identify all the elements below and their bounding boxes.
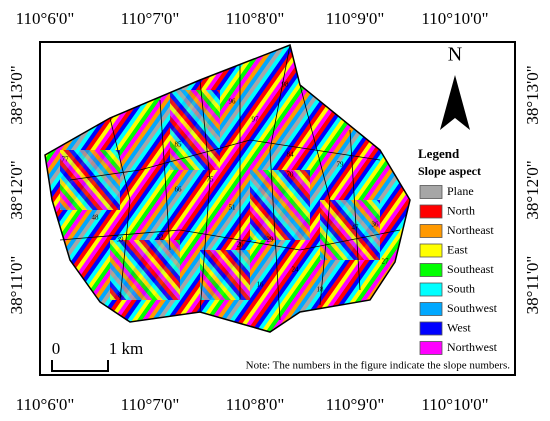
- slope-number: 26: [237, 241, 245, 249]
- slope-boundary: [159, 99, 171, 251]
- legend-label: Southeast: [447, 262, 494, 276]
- slope-number: 51: [229, 204, 237, 212]
- bottom-coord-label: 110°6'0": [16, 395, 75, 414]
- slope-number: 79: [337, 161, 345, 169]
- terrain-patch: [250, 170, 310, 240]
- top-coord-label: 110°7'0": [121, 9, 180, 28]
- slope-boundary: [349, 129, 361, 291]
- top-coord-label: 110°8'0": [226, 9, 285, 28]
- north-arrow-left: [440, 75, 455, 130]
- slope-number: 98: [282, 81, 290, 89]
- north-label: N: [448, 44, 462, 66]
- top-coord-label: 110°6'0": [16, 9, 75, 28]
- study-area-outline: [44, 43, 411, 333]
- slope-boundary: [69, 139, 381, 181]
- slope-number: 96: [229, 98, 237, 106]
- scale-bar: [51, 360, 109, 372]
- right-coord-label: 38°12'0": [523, 160, 542, 219]
- legend-label: East: [447, 242, 468, 256]
- slope-number: 36: [372, 221, 380, 229]
- slope-number: 77: [62, 156, 70, 164]
- legend-swatch: [419, 243, 443, 258]
- legend-label: Southwest: [447, 301, 498, 315]
- terrain-patches: [60, 90, 380, 300]
- top-coord-label: 110°9'0": [326, 9, 385, 28]
- slope-number: 66: [175, 186, 183, 194]
- slope-number: 39: [117, 236, 125, 244]
- overlay: 98 96 97 85 84 79 77 75 70 66 51 48 47 39 36 32 29 27 26 24…: [44, 43, 411, 333]
- legend-swatch: [419, 263, 443, 277]
- legend-label: North: [447, 203, 475, 217]
- slope-number: 29: [267, 236, 275, 244]
- slope-number: 32: [157, 234, 165, 242]
- slope-boundary: [109, 117, 131, 301]
- slope-boundary: [299, 84, 331, 306]
- legend-swatch: [419, 185, 443, 199]
- terrain-patch: [60, 150, 120, 210]
- slope-number: 24: [292, 266, 300, 274]
- legend-label: South: [447, 281, 475, 295]
- bottom-coord-label: 110°7'0": [121, 395, 180, 414]
- top-coord-label: 110°10'0": [421, 9, 488, 28]
- right-coord-label: 38°11'0": [523, 256, 542, 315]
- terrain-patch: [320, 200, 380, 260]
- slope-number: 18: [317, 286, 325, 294]
- slope-boundary: [269, 44, 291, 321]
- legend-swatch: [419, 302, 443, 316]
- legend-subtitle: Slope aspect: [418, 164, 481, 178]
- terrain-patch: [110, 240, 180, 300]
- terrain: [45, 45, 410, 332]
- slope-boundary: [199, 79, 211, 313]
- slope-number: 85: [175, 141, 183, 149]
- north-arrow-right: [455, 75, 470, 130]
- legend-label: Northeast: [447, 223, 494, 237]
- slope-number: 16: [257, 281, 265, 289]
- legend-swatch: [419, 282, 443, 297]
- left-coord-label: 38°12'0": [7, 160, 26, 219]
- terrain-patch: [200, 250, 250, 300]
- terrain-patch: [170, 90, 220, 170]
- left-coord-label: 38°11'0": [7, 256, 26, 315]
- legend-swatch: [419, 204, 443, 219]
- legend-swatch: [419, 321, 443, 336]
- slope-number: 75: [207, 176, 215, 184]
- left-coord-label: 38°13'0": [7, 65, 26, 124]
- bottom-coord-label: 110°8'0": [226, 395, 285, 414]
- slope-number: 84: [287, 151, 295, 159]
- legend-label: Northwest: [447, 340, 498, 354]
- legend-swatch: [419, 341, 443, 355]
- scale-start: 0: [52, 339, 61, 358]
- legend-swatch: [419, 224, 443, 238]
- legend-title: Legend: [418, 146, 460, 161]
- bottom-coord-label: 110°9'0": [326, 395, 385, 414]
- slope-number: 47: [352, 224, 360, 232]
- slope-number: 27: [382, 258, 390, 266]
- legend-label: Plane: [447, 184, 474, 198]
- slope-number: 97: [252, 116, 260, 124]
- slope-number: 48: [92, 214, 100, 222]
- note: Note: The numbers in the figure indicate…: [246, 360, 511, 372]
- bottom-coord-label: 110°10'0": [421, 395, 488, 414]
- right-coord-label: 38°13'0": [523, 65, 542, 124]
- slope-number: 70: [287, 171, 295, 179]
- slope-number: 8: [118, 292, 122, 300]
- legend-label: West: [447, 320, 471, 334]
- scale-end: 1 km: [109, 339, 143, 358]
